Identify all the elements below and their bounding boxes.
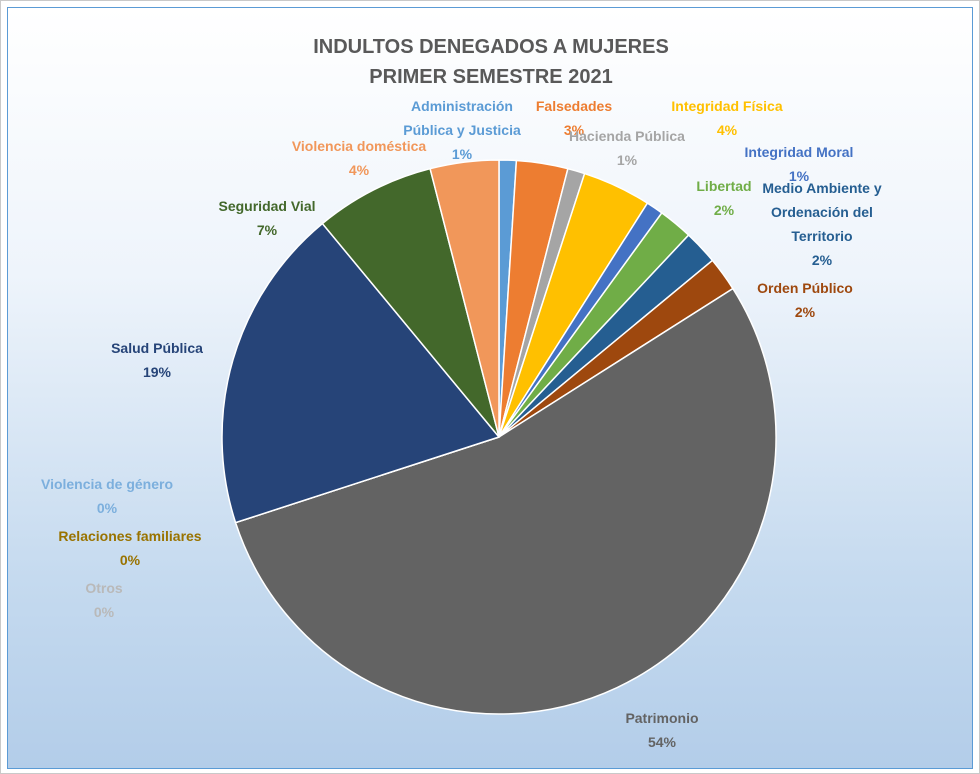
value-label: 3%	[563, 122, 585, 138]
data-label: Libertad 2%	[674, 174, 774, 222]
value-label: 2%	[713, 202, 735, 218]
category-label: Integridad Física	[671, 98, 783, 114]
value-label: 0%	[93, 604, 115, 620]
data-label: Patrimonio 54%	[602, 706, 722, 754]
chart	[221, 159, 777, 715]
data-label: Hacienda Pública 1%	[557, 124, 697, 172]
value-label: 4%	[716, 122, 738, 138]
data-label: Relaciones familiares 0%	[40, 524, 220, 572]
value-label: 2%	[794, 304, 816, 320]
category-label: Seguridad Vial	[218, 198, 316, 214]
category-label: Violencia de género	[40, 476, 173, 492]
data-label: Integridad Física 4%	[647, 94, 807, 142]
data-label: Administración Pública y Justicia 1%	[392, 94, 532, 166]
category-label: Falsedades	[535, 98, 613, 114]
chart-title: INDULTOS DENEGADOS A MUJERES	[313, 36, 669, 58]
data-label: Violencia de género 0%	[17, 472, 197, 520]
value-label: 1%	[788, 168, 810, 184]
category-label: Patrimonio	[625, 710, 699, 726]
category-label: Hacienda Pública	[569, 128, 685, 144]
category-label: Medio Ambiente y Ordenación del Territor…	[762, 180, 882, 244]
data-label: Integridad Moral 1%	[724, 140, 874, 188]
value-label: 0%	[119, 552, 141, 568]
chart-area: INDULTOS DENEGADOS A MUJERES PRIMER SEME…	[7, 7, 973, 769]
value-label: 54%	[647, 734, 677, 750]
category-label: Relaciones familiares	[58, 528, 202, 544]
data-label: Falsedades 3%	[519, 94, 629, 142]
value-label: 7%	[256, 222, 278, 238]
pie-slice	[221, 222, 501, 524]
value-label: 19%	[142, 364, 172, 380]
category-label: Salud Pública	[111, 340, 203, 356]
category-label: Otros	[85, 580, 123, 596]
category-label: Integridad Moral	[744, 144, 854, 160]
data-label: Orden Público 2%	[735, 276, 875, 324]
category-label: Orden Público	[757, 280, 853, 296]
value-label: 0%	[96, 500, 118, 516]
pie-slice	[234, 287, 777, 715]
data-label: Seguridad Vial 7%	[197, 194, 337, 242]
pie-slice	[321, 167, 500, 438]
value-label: 1%	[451, 146, 473, 162]
data-label: Violencia doméstica 4%	[264, 134, 454, 182]
category-label: Administración Pública y Justicia	[403, 98, 521, 138]
chart-subtitle: PRIMER SEMESTRE 2021	[369, 66, 613, 88]
data-label: Medio Ambiente y Ordenación del Territor…	[742, 176, 902, 272]
data-label: Salud Pública 19%	[87, 336, 227, 384]
pie-slice	[429, 159, 500, 438]
value-label: 1%	[616, 152, 638, 168]
category-label: Libertad	[696, 178, 752, 194]
value-label: 2%	[811, 252, 833, 268]
category-label: Violencia doméstica	[291, 138, 427, 154]
value-label: 4%	[348, 162, 370, 178]
data-label: Otros 0%	[64, 576, 144, 624]
